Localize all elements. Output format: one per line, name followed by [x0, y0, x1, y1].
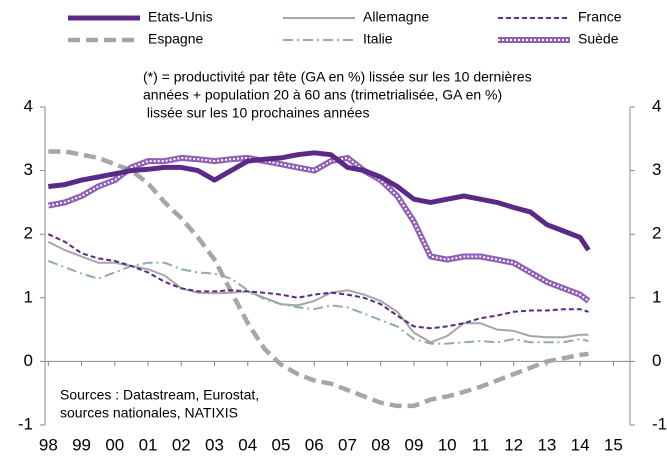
series-line [48, 150, 591, 252]
annotation: (*) = productivité par tête (GA en %) li… [143, 69, 532, 85]
legend-label: Espagne [148, 31, 203, 47]
x-tick-label: 15 [604, 435, 623, 454]
annotation: années + population 20 à 60 ans (trimetr… [143, 87, 502, 103]
x-tick-label: 10 [438, 435, 457, 454]
legend-label: Italie [363, 31, 393, 47]
series-line [47, 154, 591, 304]
legend-label: France [578, 9, 622, 25]
x-tick-label: 04 [238, 435, 257, 454]
y2-tick-label: 2 [652, 224, 661, 243]
line-texture [48, 156, 590, 302]
source-note: sources nationales, NATIXIS [60, 405, 238, 421]
y2-tick-label: 0 [652, 351, 661, 370]
x-tick-label: 02 [172, 435, 191, 454]
x-tick-label: 03 [205, 435, 224, 454]
y2-tick-label: -1 [652, 414, 667, 433]
series-line [47, 259, 589, 345]
x-tick-label: 01 [139, 435, 158, 454]
x-tick-label: 13 [537, 435, 556, 454]
series-line [47, 233, 589, 330]
y-tick-label: -1 [18, 414, 33, 433]
legend-label: Etats-Unis [148, 9, 213, 25]
series-line [47, 240, 589, 344]
x-tick-label: 99 [72, 435, 91, 454]
x-tick-label: 00 [105, 435, 124, 454]
y2-tick-label: 4 [652, 96, 661, 115]
y-tick-label: 2 [24, 224, 33, 243]
y2-tick-label: 3 [652, 160, 661, 179]
y-tick-label: 4 [24, 96, 33, 115]
y2-tick-label: 1 [652, 287, 661, 306]
y-tick-label: 0 [24, 351, 33, 370]
x-tick-label: 11 [472, 435, 490, 454]
source-note: Sources : Datastream, Eurostat, [60, 387, 259, 403]
legend-label: Suède [578, 31, 619, 47]
legend-label: Allemagne [363, 9, 429, 25]
x-tick-label: 08 [371, 435, 390, 454]
x-tick-label: 07 [338, 435, 357, 454]
annotation: lissée sur les 10 prochaines années [143, 105, 369, 121]
x-tick-label: 14 [571, 435, 590, 454]
x-tick-label: 05 [272, 435, 291, 454]
x-tick-label: 12 [504, 435, 523, 454]
y-tick-label: 3 [24, 160, 33, 179]
y-tick-label: 1 [24, 287, 33, 306]
x-tick-label: 09 [404, 435, 423, 454]
series-line [48, 149, 589, 409]
x-tick-label: 06 [305, 435, 324, 454]
x-tick-label: 98 [39, 435, 58, 454]
